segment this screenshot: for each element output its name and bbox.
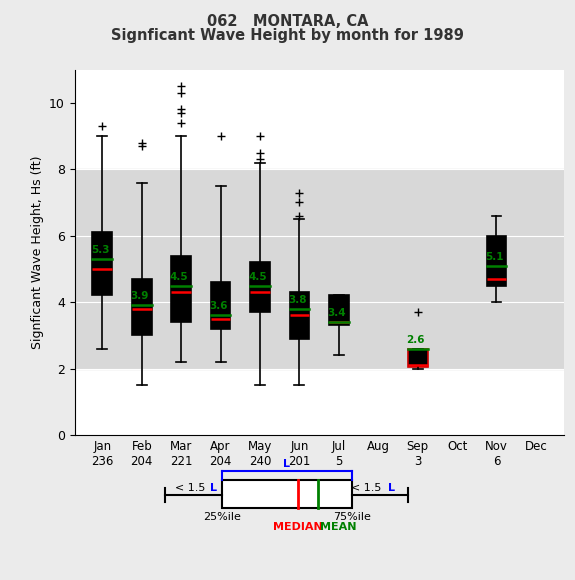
- Text: 4.5: 4.5: [249, 271, 267, 281]
- Text: < 1.5: < 1.5: [351, 483, 385, 492]
- Text: L: L: [283, 459, 290, 469]
- Text: MEDIAN: MEDIAN: [273, 522, 323, 532]
- Text: < 1.5: < 1.5: [175, 483, 209, 492]
- Text: 4.5: 4.5: [170, 271, 189, 281]
- Text: 25%ile: 25%ile: [203, 512, 241, 521]
- Text: 3.8: 3.8: [288, 295, 306, 304]
- Text: 3.4: 3.4: [328, 308, 346, 318]
- PathPatch shape: [486, 235, 507, 285]
- Text: MEAN: MEAN: [320, 522, 356, 532]
- Text: 5.1: 5.1: [485, 252, 504, 262]
- Text: L: L: [210, 483, 217, 492]
- PathPatch shape: [93, 233, 112, 295]
- Bar: [75, 169, 564, 368]
- Text: 75%ile: 75%ile: [333, 512, 371, 521]
- PathPatch shape: [210, 282, 231, 329]
- Text: 3.9: 3.9: [131, 292, 149, 302]
- Text: 062   MONTARA, CA: 062 MONTARA, CA: [207, 14, 368, 30]
- PathPatch shape: [171, 256, 191, 322]
- Text: Signficant Wave Height by month for 1989: Signficant Wave Height by month for 1989: [111, 28, 464, 43]
- Text: 2.6: 2.6: [407, 335, 425, 345]
- PathPatch shape: [250, 262, 270, 312]
- PathPatch shape: [408, 349, 428, 367]
- PathPatch shape: [132, 279, 152, 335]
- Text: 3.6: 3.6: [209, 302, 228, 311]
- PathPatch shape: [329, 295, 348, 325]
- PathPatch shape: [290, 292, 309, 339]
- Text: 5.3: 5.3: [91, 245, 110, 255]
- Y-axis label: Signficant Wave Height, Hs (ft): Signficant Wave Height, Hs (ft): [30, 155, 44, 349]
- Text: L: L: [388, 483, 395, 492]
- Bar: [222, 480, 352, 508]
